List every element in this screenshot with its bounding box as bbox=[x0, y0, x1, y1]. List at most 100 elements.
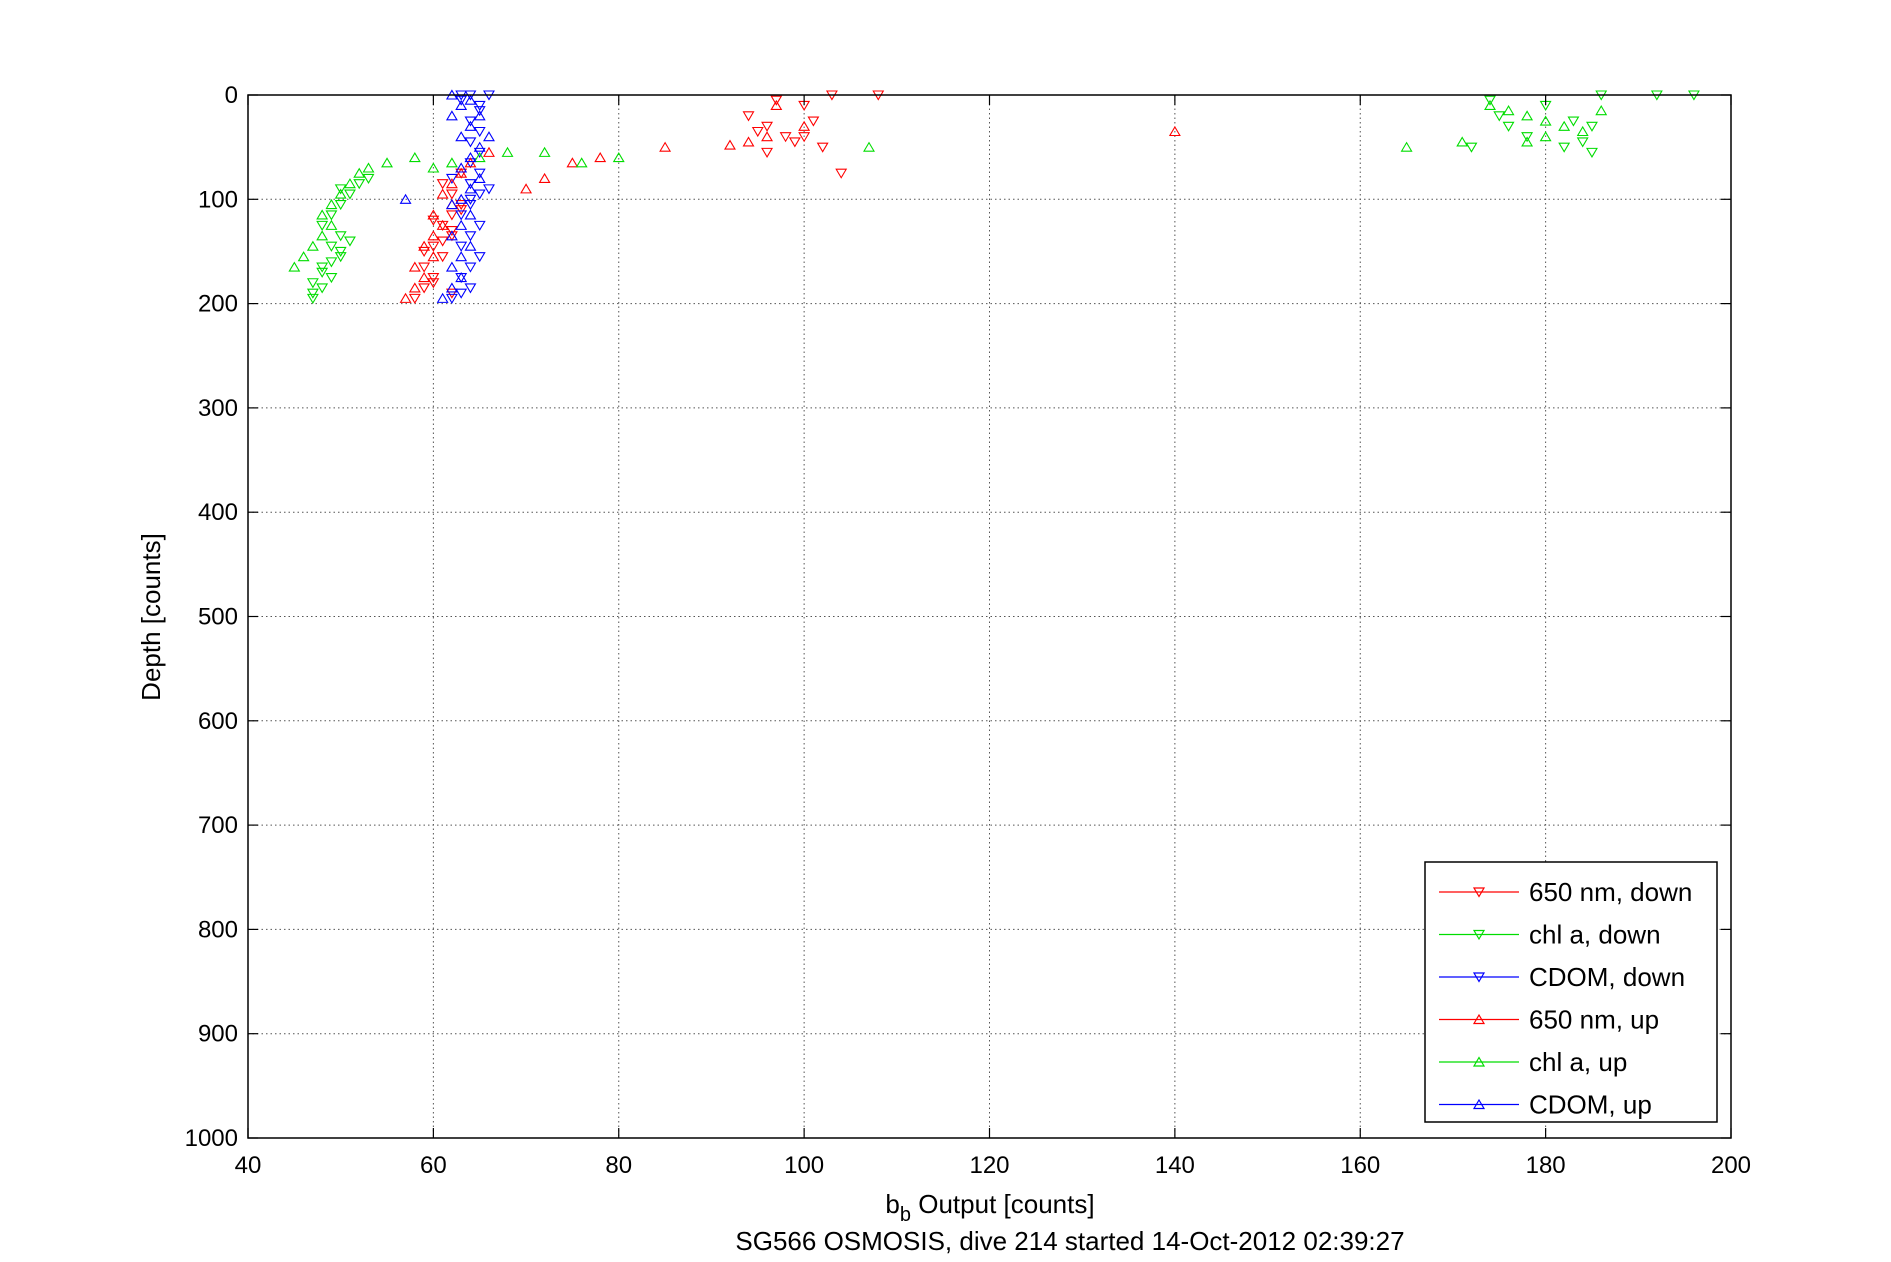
data-point bbox=[1521, 136, 1534, 147]
data-point bbox=[659, 141, 672, 152]
data-point bbox=[807, 116, 820, 127]
data-point bbox=[418, 240, 431, 251]
data-point bbox=[343, 236, 356, 247]
data-point bbox=[464, 120, 477, 131]
data-point bbox=[445, 110, 458, 121]
data-point bbox=[306, 240, 319, 251]
data-point bbox=[483, 146, 495, 157]
data-point bbox=[445, 288, 458, 299]
y-tick-label: 400 bbox=[198, 499, 238, 526]
data-point bbox=[473, 147, 486, 158]
data-point bbox=[343, 189, 356, 200]
data-point bbox=[427, 278, 440, 289]
data-point bbox=[464, 151, 477, 163]
data-point bbox=[1484, 95, 1496, 106]
data-point bbox=[353, 167, 366, 178]
data-point bbox=[445, 230, 458, 241]
data-point bbox=[436, 236, 449, 247]
chart-caption: SG566 OSMOSIS, dive 214 started 14-Oct-2… bbox=[735, 1226, 1404, 1256]
data-point bbox=[325, 210, 338, 221]
x-tick-label: 200 bbox=[1711, 1152, 1751, 1179]
data-point bbox=[1576, 125, 1589, 137]
data-point bbox=[455, 251, 468, 262]
legend-label: chl a, down bbox=[1529, 920, 1661, 950]
data-point bbox=[1465, 142, 1478, 153]
y-tick-label: 100 bbox=[198, 186, 238, 213]
data-point bbox=[316, 230, 329, 241]
legend: 650 nm, down chl a, down CDOM, down 650 nm,… bbox=[1424, 861, 1718, 1123]
data-point bbox=[418, 283, 431, 294]
data-point bbox=[325, 198, 338, 210]
data-point bbox=[445, 173, 458, 185]
data-point bbox=[464, 283, 477, 294]
data-point bbox=[445, 210, 458, 221]
data-point bbox=[436, 292, 449, 303]
data-point bbox=[455, 167, 468, 178]
data-point bbox=[1558, 142, 1571, 153]
data-point bbox=[445, 293, 458, 304]
data-point bbox=[418, 246, 431, 258]
x-tick-label: 40 bbox=[235, 1152, 262, 1179]
data-point bbox=[770, 99, 783, 110]
data-point bbox=[473, 100, 486, 112]
data-point bbox=[399, 193, 412, 204]
legend-label: 650 nm, up bbox=[1529, 1005, 1659, 1035]
data-point bbox=[445, 198, 458, 210]
data-point bbox=[816, 142, 829, 153]
data-point bbox=[362, 162, 375, 173]
data-point bbox=[473, 189, 486, 200]
data-point bbox=[334, 246, 347, 258]
data-point bbox=[473, 141, 486, 152]
data-point bbox=[473, 110, 486, 121]
data-point bbox=[334, 199, 347, 211]
data-point bbox=[445, 189, 458, 200]
data-point bbox=[334, 252, 347, 263]
data-point bbox=[408, 282, 421, 293]
data-point bbox=[316, 283, 329, 294]
data-point bbox=[788, 137, 801, 148]
data-point bbox=[455, 219, 468, 230]
data-point bbox=[445, 261, 458, 272]
data-point bbox=[306, 278, 319, 289]
data-point bbox=[863, 141, 875, 152]
data-point bbox=[455, 210, 468, 221]
data-point bbox=[538, 146, 551, 157]
data-point bbox=[473, 252, 486, 263]
data-point bbox=[316, 267, 329, 278]
legend-label: chl a, up bbox=[1529, 1047, 1627, 1077]
data-point bbox=[1502, 121, 1515, 132]
data-point bbox=[427, 251, 440, 262]
x-tick-label: 80 bbox=[605, 1152, 632, 1179]
data-point bbox=[288, 261, 301, 272]
data-point bbox=[445, 226, 458, 237]
data-point bbox=[1539, 115, 1552, 126]
data-point bbox=[520, 183, 533, 194]
data-point bbox=[473, 151, 486, 163]
data-point bbox=[1567, 116, 1580, 127]
data-point bbox=[594, 151, 607, 163]
data-point bbox=[1484, 99, 1496, 110]
data-point bbox=[436, 188, 449, 199]
data-point bbox=[1400, 141, 1413, 152]
legend-marker bbox=[1472, 1013, 1486, 1025]
data-point bbox=[1576, 137, 1589, 148]
data-point bbox=[455, 193, 468, 204]
y-tick-label: 600 bbox=[198, 708, 238, 735]
data-point bbox=[297, 251, 310, 262]
legend-box bbox=[1424, 861, 1718, 1123]
data-point bbox=[325, 241, 338, 252]
legend-label: CDOM, up bbox=[1529, 1090, 1652, 1120]
data-point bbox=[306, 293, 319, 304]
data-point bbox=[455, 99, 468, 110]
y-tick-label: 700 bbox=[198, 812, 238, 839]
x-axis-label: bb Output [counts] bbox=[885, 1189, 1094, 1226]
data-point bbox=[464, 137, 477, 148]
legend-label: CDOM, down bbox=[1529, 962, 1685, 992]
data-point bbox=[483, 131, 495, 142]
data-point bbox=[1502, 105, 1515, 116]
legend-marker bbox=[1472, 1098, 1486, 1110]
data-point bbox=[1521, 132, 1534, 143]
data-point bbox=[343, 178, 356, 189]
x-tick-label: 60 bbox=[420, 1152, 447, 1179]
